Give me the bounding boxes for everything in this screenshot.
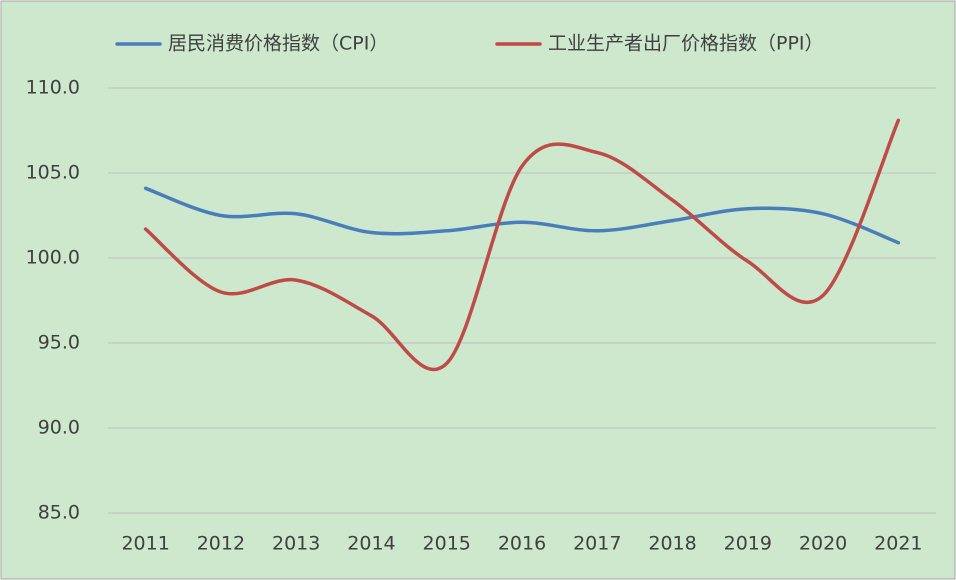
y-tick-label: 105.0 xyxy=(26,162,80,184)
y-tick-label: 110.0 xyxy=(26,77,80,99)
x-tick-label: 2013 xyxy=(272,533,320,555)
legend-label: 工业生产者出厂价格指数（PPI） xyxy=(548,33,824,55)
x-tick-label: 2016 xyxy=(498,533,546,555)
x-tick-label: 2018 xyxy=(648,533,696,555)
x-tick-label: 2017 xyxy=(573,533,621,555)
x-tick-label: 2014 xyxy=(347,533,395,555)
y-tick-label: 90.0 xyxy=(38,417,80,439)
x-tick-label: 2011 xyxy=(121,533,169,555)
y-tick-label: 85.0 xyxy=(38,502,80,524)
legend-label: 居民消费价格指数（CPI） xyxy=(168,33,388,55)
y-tick-label: 95.0 xyxy=(38,332,80,354)
x-tick-label: 2015 xyxy=(423,533,471,555)
x-tick-label: 2019 xyxy=(724,533,772,555)
series-line xyxy=(143,186,901,245)
x-tick-label: 2012 xyxy=(197,533,245,555)
series-line xyxy=(143,118,901,372)
x-tick-label: 2021 xyxy=(874,533,922,555)
x-tick-label: 2020 xyxy=(799,533,847,555)
y-tick-label: 100.0 xyxy=(26,247,80,269)
